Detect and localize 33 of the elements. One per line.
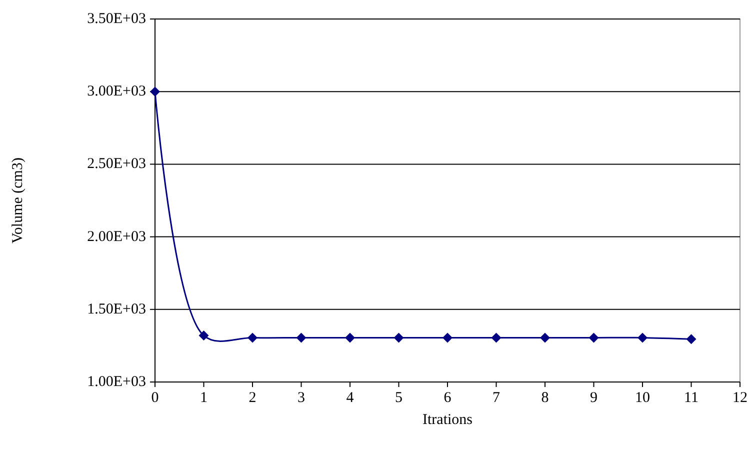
point	[540, 332, 550, 343]
x-tick-label: 11	[684, 390, 698, 406]
x-tick-label: 9	[590, 390, 598, 406]
point	[150, 86, 160, 97]
y-tick-label: 1.00E+03	[87, 374, 146, 390]
x-tick-label: 6	[444, 390, 452, 406]
point	[491, 332, 502, 343]
y-tick-label: 2.00E+03	[87, 228, 146, 245]
x-axis-title: Itrations	[422, 412, 473, 428]
point	[248, 332, 258, 343]
point	[345, 332, 355, 343]
point	[198, 330, 209, 341]
point	[686, 334, 696, 344]
point	[588, 332, 599, 343]
point	[296, 332, 306, 343]
point	[394, 332, 404, 343]
x-tick-label: 8	[541, 390, 549, 406]
y-tick-label: 3.50E+03	[87, 11, 146, 27]
point	[442, 332, 452, 343]
y-axis-title: Volume (cm3)	[10, 158, 26, 244]
x-tick-label: 5	[395, 390, 402, 406]
x-tick-label: 4	[346, 390, 354, 406]
x-tick-label: 7	[492, 390, 500, 406]
x-tick-label: 0	[151, 390, 159, 406]
x-tick-label: 10	[635, 390, 650, 406]
x-tick-label: 2	[248, 390, 256, 406]
x-tick-label: 1	[200, 390, 208, 406]
y-tick-label: 3.00E+03	[87, 84, 146, 100]
y-tick-label: 2.50E+03	[87, 156, 146, 172]
point	[638, 332, 648, 343]
x-tick-label: 12	[732, 390, 748, 406]
x-tick-label: 3	[298, 390, 305, 406]
y-tick-label: 1.50E+03	[87, 301, 146, 318]
